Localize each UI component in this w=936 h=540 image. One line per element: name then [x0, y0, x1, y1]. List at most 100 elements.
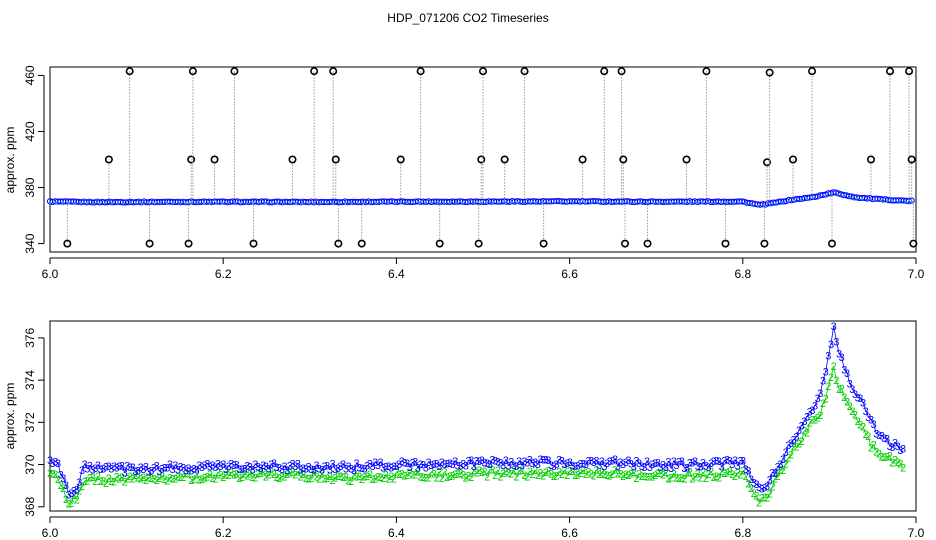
series-3-segment	[284, 465, 288, 471]
cleaned-point	[331, 201, 335, 205]
series-3-segment	[345, 465, 349, 469]
series-3-segment	[252, 463, 256, 470]
series-3-segment	[598, 460, 603, 465]
series-3-point: 3	[625, 455, 631, 467]
cleaned-point	[178, 201, 181, 205]
cleaned-point	[682, 201, 686, 204]
series-3-point: 3	[383, 461, 389, 473]
series-3-point: 3	[266, 464, 272, 476]
series-3-segment	[766, 479, 771, 487]
series-3-point: 3	[303, 464, 309, 476]
series-2-segment	[524, 474, 528, 477]
series-2-segment	[353, 474, 357, 477]
series-2-segment	[366, 473, 371, 477]
series-3-segment	[505, 459, 509, 466]
series-3-point: 3	[420, 459, 426, 471]
bottom-x-axis: 6.0 6.2 6.4 6.6 6.8 7.0	[42, 516, 925, 540]
series-3-segment	[150, 467, 155, 471]
series-3-segment	[894, 442, 898, 447]
series-3-segment	[169, 463, 173, 470]
series-2-point: 2	[617, 469, 623, 481]
series-3-segment	[222, 463, 227, 470]
series-3-point: 3	[697, 462, 703, 474]
series-2-segment	[145, 477, 149, 481]
series-3-segment	[638, 462, 643, 467]
series-2-point: 2	[521, 470, 527, 482]
series-2-point: 2	[127, 471, 133, 483]
series-2-segment	[782, 463, 787, 470]
series-3-point: 3	[705, 462, 711, 474]
series-2-segment	[835, 380, 840, 390]
series-3-segment	[686, 462, 691, 468]
series-2-point: 2	[527, 466, 533, 478]
series-3-point: 3	[809, 405, 815, 417]
series-2-point: 2	[260, 467, 266, 479]
series-2-point: 2	[764, 493, 770, 505]
series-3-segment	[489, 459, 493, 465]
series-3-segment	[846, 373, 851, 384]
spike-point	[63, 239, 72, 248]
series-2-segment	[137, 477, 141, 480]
cleaned-point	[282, 201, 286, 205]
series-2-segment	[68, 502, 72, 504]
series-2-point: 2	[199, 474, 205, 486]
series-3-point: 3	[74, 485, 80, 497]
series-2-segment	[569, 470, 573, 472]
series-2-point: 2	[100, 476, 106, 488]
series-3-segment	[247, 465, 251, 468]
series-2-segment	[692, 476, 696, 479]
series-3-segment	[593, 460, 597, 463]
series-3-point: 3	[889, 442, 895, 454]
cleaned-point	[528, 201, 532, 204]
spike-point	[578, 155, 587, 164]
cleaned-point	[491, 201, 495, 204]
series-2-point: 2	[841, 392, 847, 404]
series-2-segment	[249, 473, 253, 478]
series-3-point: 3	[548, 460, 554, 472]
series-2-point: 2	[863, 429, 869, 441]
cleaned-point	[73, 201, 76, 205]
series-2-point: 2	[543, 467, 549, 479]
series-3-segment	[89, 465, 93, 470]
series-2-segment	[684, 472, 688, 479]
spike-point	[249, 239, 258, 248]
series-2-point: 2	[620, 471, 626, 483]
series-2-point: 2	[585, 467, 591, 479]
series-2-point: 2	[505, 467, 511, 479]
series-2-segment	[830, 366, 835, 378]
spike-point	[621, 239, 630, 248]
series-3-segment	[601, 460, 605, 467]
series-3-point: 3	[631, 461, 637, 473]
series-3-segment	[313, 464, 317, 470]
series-2-segment	[742, 470, 747, 477]
series-3-point: 3	[292, 461, 298, 473]
series-2-segment	[420, 476, 424, 478]
series-3-segment	[116, 465, 120, 468]
series-2-point: 2	[545, 466, 551, 478]
series-3-segment	[556, 459, 560, 465]
series-3-segment	[177, 466, 181, 470]
cleaned-point	[264, 201, 267, 205]
series-2-point: 2	[804, 427, 810, 439]
series-2-segment	[361, 475, 365, 480]
series-2-segment	[196, 473, 200, 480]
series-3-point: 3	[647, 462, 653, 474]
cleaned-point	[695, 201, 698, 204]
series-2-point: 2	[290, 467, 296, 479]
spike-point	[125, 67, 134, 76]
series-2-point: 2	[372, 474, 378, 486]
series-2-point: 2	[66, 498, 72, 510]
series-2-segment	[766, 493, 771, 498]
series-3-segment	[764, 485, 768, 488]
series-3-point: 3	[156, 466, 162, 478]
spike-point	[477, 155, 486, 164]
series-3-segment	[777, 463, 781, 467]
cleaned-point	[596, 201, 599, 204]
series-2-segment	[601, 472, 605, 475]
series-2-point: 2	[455, 469, 461, 481]
series-2-point: 2	[815, 413, 821, 425]
series-3-point: 3	[311, 464, 317, 476]
series-2-segment	[279, 475, 283, 479]
cleaned-point	[885, 199, 889, 203]
series-2-segment	[689, 471, 693, 479]
